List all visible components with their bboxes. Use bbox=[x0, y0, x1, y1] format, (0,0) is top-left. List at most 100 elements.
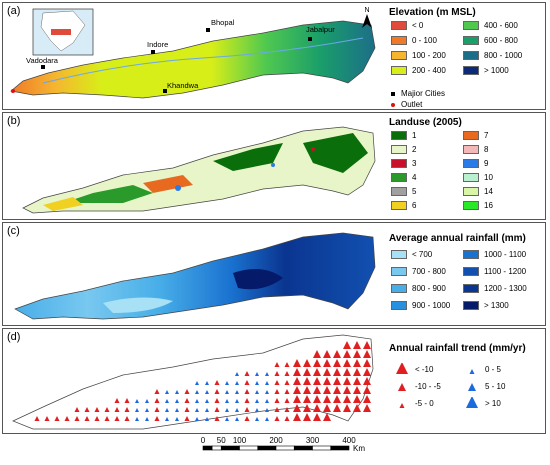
legend-item-label: 200 - 400 bbox=[412, 66, 446, 75]
legend-item-label: 6 bbox=[412, 201, 417, 210]
legend-swatch bbox=[463, 301, 479, 310]
legend-item-label: 100 - 200 bbox=[412, 51, 446, 60]
legend-item-label: > 1000 bbox=[484, 66, 509, 75]
legend-item-label: 8 bbox=[484, 145, 489, 154]
legend-item: 400 - 600 bbox=[463, 21, 518, 30]
legend-item: 800 - 900 bbox=[391, 284, 446, 293]
legend-item-label: -10 - -5 bbox=[415, 381, 441, 391]
legend-item-label: 600 - 800 bbox=[484, 36, 518, 45]
legend-item: 1 bbox=[391, 131, 416, 140]
landuse-panel: (b) Landuse (2005) 1 2 3 4 5 6 7 8 9 10 14 16 bbox=[2, 112, 546, 220]
legend-item: 900 - 1000 bbox=[391, 301, 450, 310]
legend-swatch bbox=[391, 159, 407, 168]
city-jabalpur bbox=[308, 37, 312, 41]
legend-title-landuse: Landuse (2005) bbox=[389, 117, 462, 128]
legend-item: 1100 - 1200 bbox=[463, 267, 526, 276]
city-label-khandwa: Khandwa bbox=[167, 81, 199, 90]
legend-item: 8 bbox=[463, 145, 488, 154]
rainfall-panel: (c) Average annual rainfall (mm) < 700 70… bbox=[2, 222, 546, 326]
legend-item-label: 3 bbox=[412, 159, 417, 168]
legend-swatch bbox=[463, 66, 479, 75]
legend-item: 5 bbox=[391, 187, 416, 196]
city-label-vadodara: Vadodara bbox=[26, 56, 58, 65]
north-label: N bbox=[364, 7, 370, 14]
legend-item: 0 - 5 bbox=[465, 363, 501, 375]
legend-item-label: 1 bbox=[412, 131, 417, 140]
legend-title-rainfall: Average annual rainfall (mm) bbox=[389, 233, 526, 244]
rainfall-map bbox=[14, 232, 376, 320]
legend-outlet-label: Outlet bbox=[401, 100, 423, 109]
legend-item: 14 bbox=[463, 187, 493, 196]
panel-label-a: (a) bbox=[7, 5, 21, 17]
city-indore bbox=[151, 50, 155, 54]
triangle-icon bbox=[398, 383, 406, 391]
legend-item-label: 16 bbox=[484, 201, 493, 210]
legend-item: -5 - 0 bbox=[395, 397, 434, 409]
legend-item-label: 1000 - 1100 bbox=[484, 250, 527, 259]
panel-label-d: (d) bbox=[7, 331, 21, 343]
city-bhopal bbox=[206, 28, 210, 32]
legend-item-label: 1200 - 1300 bbox=[484, 284, 527, 293]
scale-tick-label: 50 bbox=[217, 436, 226, 445]
scale-tick-label: 300 bbox=[306, 436, 320, 445]
legend-item: 200 - 400 bbox=[391, 66, 446, 75]
legend-cities-label: Majior Cities bbox=[401, 89, 446, 98]
legend-item: > 1300 bbox=[463, 301, 509, 310]
legend-item-label: 2 bbox=[412, 145, 417, 154]
legend-swatch bbox=[391, 301, 407, 310]
legend-item-label: 800 - 1000 bbox=[484, 51, 523, 60]
legend-item-label: 800 - 900 bbox=[412, 284, 446, 293]
panel-label-b: (b) bbox=[7, 115, 21, 127]
legend-item: 6 bbox=[391, 201, 416, 210]
legend-item: < -10 bbox=[395, 363, 433, 375]
outlet-point bbox=[11, 89, 15, 93]
scale-tick-label: 400 bbox=[342, 436, 356, 445]
legend-item: 16 bbox=[463, 201, 493, 210]
panel-label-c: (c) bbox=[7, 225, 20, 237]
legend-item: 800 - 1000 bbox=[463, 51, 522, 60]
legend-item-label: 10 bbox=[484, 173, 493, 182]
scale-bar: 0 50 100 200 300 400 Km bbox=[0, 434, 550, 460]
legend-item-label: 0 - 5 bbox=[485, 364, 502, 374]
legend-item-label: < 0 bbox=[412, 21, 424, 30]
legend-item-label: 400 - 600 bbox=[484, 21, 518, 30]
legend-swatch bbox=[391, 284, 407, 293]
legend-item: -10 - -5 bbox=[395, 380, 441, 392]
triangle-icon bbox=[399, 403, 405, 408]
legend-swatch bbox=[463, 173, 479, 182]
legend-item-label: 900 - 1000 bbox=[412, 301, 451, 310]
legend-item-label: 1100 - 1200 bbox=[484, 267, 527, 276]
legend-cities: Majior Cities bbox=[391, 89, 445, 98]
legend-outlet: Outlet bbox=[391, 100, 422, 109]
legend-item-label: 700 - 800 bbox=[412, 267, 446, 276]
city-label-indore: Indore bbox=[147, 40, 169, 49]
legend-swatch bbox=[391, 145, 407, 154]
legend-swatch bbox=[391, 66, 407, 75]
legend-swatch bbox=[463, 267, 479, 276]
legend-swatch bbox=[463, 21, 479, 30]
trend-map bbox=[12, 334, 374, 430]
legend-swatch bbox=[391, 187, 407, 196]
city-vadodara bbox=[41, 65, 45, 69]
legend-item-label: 5 bbox=[412, 187, 417, 196]
legend-item: 1200 - 1300 bbox=[463, 284, 527, 293]
legend-item: 1000 - 1100 bbox=[463, 250, 526, 259]
legend-item-label: 14 bbox=[484, 187, 493, 196]
legend-item-label: < 700 bbox=[412, 250, 433, 259]
legend-title-trend: Annual rainfall trend (mm/yr) bbox=[389, 343, 526, 354]
city-khandwa bbox=[163, 89, 167, 93]
legend-swatch bbox=[391, 21, 407, 30]
triangle-icon bbox=[468, 383, 476, 391]
trend-panel: (d) Annual rainfall trend (mm/yr) < -10 -… bbox=[2, 328, 546, 434]
legend-swatch bbox=[391, 267, 407, 276]
legend-item: > 1000 bbox=[463, 66, 509, 75]
scale-tick-label: 0 bbox=[201, 436, 206, 445]
legend-item-label: 9 bbox=[484, 159, 489, 168]
legend-swatch bbox=[391, 36, 407, 45]
legend-title-elevation: Elevation (m MSL) bbox=[389, 7, 476, 18]
legend-item-label: 7 bbox=[484, 131, 489, 140]
legend-item: 7 bbox=[463, 131, 488, 140]
legend-item: < 0 bbox=[391, 21, 423, 30]
triangle-icon bbox=[466, 397, 478, 408]
legend-item: > 10 bbox=[465, 397, 501, 409]
